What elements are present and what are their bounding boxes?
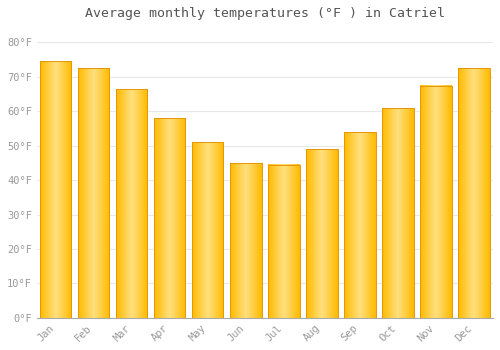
Bar [154,118,186,318]
Bar [306,149,338,318]
Bar [382,108,414,318]
Title: Average monthly temperatures (°F ) in Catriel: Average monthly temperatures (°F ) in Ca… [85,7,445,20]
Bar [230,163,262,318]
Bar [420,85,452,318]
Bar [458,68,490,318]
Bar [344,132,376,318]
Bar [192,142,224,318]
Bar [78,68,110,318]
Bar [40,61,72,318]
Bar [116,89,148,318]
Bar [268,165,300,318]
